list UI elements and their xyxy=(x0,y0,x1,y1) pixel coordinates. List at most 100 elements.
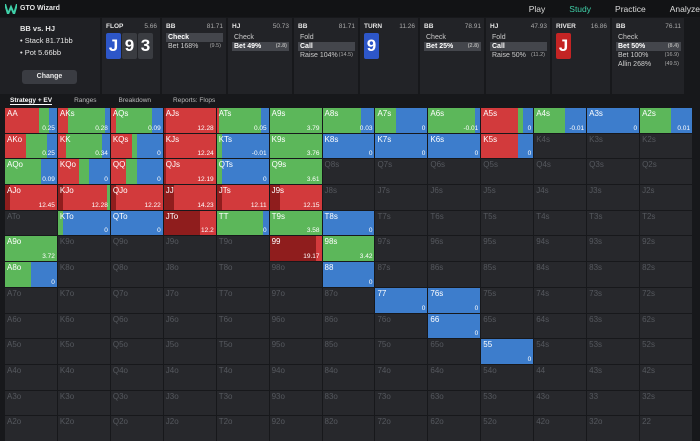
hand-cell[interactable]: 83o xyxy=(322,390,375,416)
hand-cell[interactable]: K3o xyxy=(57,390,110,416)
hand-cell[interactable]: J8s xyxy=(322,185,375,210)
hand-cell[interactable]: J7s xyxy=(375,185,428,210)
hand-cell[interactable]: 92o xyxy=(269,416,322,441)
hand-cell[interactable]: A6o xyxy=(5,313,57,339)
hand-cell[interactable]: AJo 12.45 xyxy=(5,185,57,210)
hand-cell[interactable]: J4s xyxy=(534,185,587,210)
action-option[interactable]: Check xyxy=(232,33,289,42)
street-column[interactable]: TURN 11.26 9 xyxy=(360,18,418,94)
hand-cell[interactable]: 54s xyxy=(534,339,587,364)
action-option[interactable]: Raise 104% (14.5) xyxy=(298,51,355,60)
hand-cell[interactable]: KTo 0 xyxy=(57,210,110,236)
hand-cell[interactable]: KQs 0 xyxy=(110,133,163,159)
hand-cell[interactable]: K2s xyxy=(640,133,692,159)
hand-cell[interactable]: K7o xyxy=(57,287,110,313)
action-option[interactable]: Bet 49% (2.8) xyxy=(232,42,289,51)
hand-cell[interactable]: J2o xyxy=(163,416,216,441)
hand-cell[interactable]: 43s xyxy=(587,364,640,390)
hand-cell[interactable]: Q7o xyxy=(110,287,163,313)
hand-cell[interactable]: A7o xyxy=(5,287,57,313)
hand-cell[interactable]: K7s 0 xyxy=(375,133,428,159)
hand-cell[interactable]: 76o xyxy=(375,313,428,339)
hand-cell[interactable]: Q6o xyxy=(110,313,163,339)
hand-cell[interactable]: J5o xyxy=(163,339,216,364)
hand-cell[interactable]: 32s xyxy=(640,390,692,416)
hand-cell[interactable]: T6s xyxy=(428,210,481,236)
hand-cell[interactable]: T3o xyxy=(216,390,269,416)
hand-cell[interactable]: J2s xyxy=(640,185,692,210)
hand-cell[interactable]: KK 0.34 xyxy=(57,133,110,159)
action-option[interactable]: Bet 100% (16.9) xyxy=(616,51,681,60)
hand-cell[interactable]: 87o xyxy=(322,287,375,313)
hand-cell[interactable]: 63o xyxy=(428,390,481,416)
hand-cell[interactable]: ATs 0.05 xyxy=(216,108,269,133)
hand-cell[interactable]: A3s 0 xyxy=(587,108,640,133)
hand-cell[interactable]: 98s 3.42 xyxy=(322,236,375,262)
hand-cell[interactable]: A2s 0.01 xyxy=(640,108,692,133)
hand-cell[interactable]: 87s xyxy=(375,262,428,287)
tab[interactable]: Ranges xyxy=(74,97,97,104)
hand-cell[interactable]: 84s xyxy=(534,262,587,287)
hand-cell[interactable]: TT 0 xyxy=(216,210,269,236)
hand-cell[interactable]: J6s xyxy=(428,185,481,210)
hand-cell[interactable]: 94s xyxy=(534,236,587,262)
action-option[interactable]: Check xyxy=(424,33,481,42)
hand-cell[interactable]: J7o xyxy=(163,287,216,313)
hand-cell[interactable]: 99 19.17 xyxy=(269,236,322,262)
hand-cell[interactable]: AA 0.25 xyxy=(5,108,57,133)
hand-cell[interactable]: 84o xyxy=(322,364,375,390)
hand-cell[interactable]: 32o xyxy=(587,416,640,441)
hand-cell[interactable]: AKs 0.28 xyxy=(57,108,110,133)
hand-cell[interactable]: AKo 0.25 xyxy=(5,133,57,159)
hand-cell[interactable]: T9o xyxy=(216,236,269,262)
hand-cell[interactable]: JTo 12.2 xyxy=(163,210,216,236)
street-column[interactable]: RIVER 16.86 J xyxy=(552,18,610,94)
hand-cell[interactable]: QQ 0 xyxy=(110,159,163,185)
hand-cell[interactable]: 82o xyxy=(322,416,375,441)
hand-cell[interactable]: 73s xyxy=(587,287,640,313)
hand-cell[interactable]: K8s 0 xyxy=(322,133,375,159)
hand-cell[interactable]: 64o xyxy=(428,364,481,390)
hand-cell[interactable]: K9o xyxy=(57,236,110,262)
hand-cell[interactable]: 74o xyxy=(375,364,428,390)
hand-cell[interactable]: 53s xyxy=(587,339,640,364)
hand-cell[interactable]: T2o xyxy=(216,416,269,441)
hand-cell[interactable]: K5o xyxy=(57,339,110,364)
hand-cell[interactable]: A3o xyxy=(5,390,57,416)
hand-cell[interactable]: 64s xyxy=(534,313,587,339)
action-option[interactable]: Raise 50% (11.2) xyxy=(490,51,547,60)
hand-cell[interactable]: Q2o xyxy=(110,416,163,441)
hand-cell[interactable]: ATo xyxy=(5,210,57,236)
action-option[interactable]: Bet 25% (2.8) xyxy=(424,42,481,51)
hand-cell[interactable]: JTs 12.11 xyxy=(216,185,269,210)
player-column[interactable]: BB 81.71 Check Bet 168% (9.5) xyxy=(162,18,226,94)
hand-cell[interactable]: 65o xyxy=(428,339,481,364)
hand-cell[interactable]: J4o xyxy=(163,364,216,390)
street-column[interactable]: FLOP 5.66 J 9 3 xyxy=(102,18,160,94)
action-option[interactable]: Check xyxy=(166,33,223,42)
hand-cell[interactable]: 86s xyxy=(428,262,481,287)
hand-cell[interactable]: 76s 0 xyxy=(428,287,481,313)
hand-cell[interactable]: 43o xyxy=(534,390,587,416)
player-column[interactable]: BB 76.11 Check Bet 50% (8.4) Bet 100% (16.9) Al… xyxy=(612,18,684,94)
hand-cell[interactable]: 42s xyxy=(640,364,692,390)
hand-cell[interactable]: K8o xyxy=(57,262,110,287)
hand-cell[interactable]: T4o xyxy=(216,364,269,390)
hand-cell[interactable]: QJo 12.22 xyxy=(110,185,163,210)
nav-item[interactable]: Study xyxy=(569,3,592,14)
hand-cell[interactable]: 62s xyxy=(640,313,692,339)
hand-cell[interactable]: A8s 0.03 xyxy=(322,108,375,133)
hand-cell[interactable]: AQs 0.09 xyxy=(110,108,163,133)
hand-cell[interactable]: AQo 0.09 xyxy=(5,159,57,185)
hand-cell[interactable]: 88 0 xyxy=(322,262,375,287)
hand-cell[interactable]: 77 0 xyxy=(375,287,428,313)
hand-cell[interactable]: T9s 3.58 xyxy=(269,210,322,236)
hand-cell[interactable]: T3s xyxy=(587,210,640,236)
action-option[interactable]: Call xyxy=(298,42,355,51)
hand-cell[interactable]: 75o xyxy=(375,339,428,364)
hand-cell[interactable]: 44 xyxy=(534,364,587,390)
hand-cell[interactable]: 54o xyxy=(481,364,534,390)
hand-cell[interactable]: Q4s xyxy=(534,159,587,185)
hand-cell[interactable]: K4o xyxy=(57,364,110,390)
hand-cell[interactable]: KJo 12.28 xyxy=(57,185,110,210)
